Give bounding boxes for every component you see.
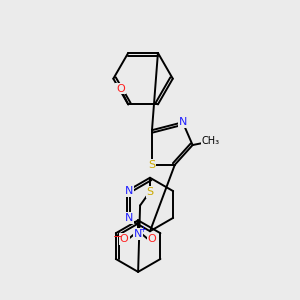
Text: N: N (134, 229, 142, 239)
Text: O: O (148, 234, 156, 244)
Text: CH₃: CH₃ (201, 136, 220, 146)
Text: N: N (124, 213, 133, 223)
Text: O: O (116, 84, 125, 94)
Text: N: N (124, 186, 133, 196)
Text: N: N (178, 117, 187, 127)
Text: O: O (120, 234, 129, 244)
Text: S: S (148, 160, 155, 170)
Text: −: − (112, 232, 122, 242)
Text: +: + (140, 225, 146, 234)
Text: S: S (146, 187, 154, 196)
